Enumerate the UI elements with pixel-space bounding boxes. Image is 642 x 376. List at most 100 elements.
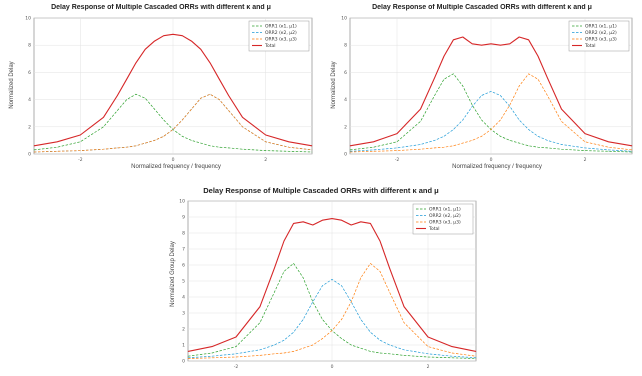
data-point <box>293 223 294 224</box>
data-point <box>518 119 520 121</box>
data-point <box>311 151 313 153</box>
data-point <box>561 148 562 150</box>
data-point <box>242 117 243 118</box>
data-point <box>182 119 183 121</box>
data-point <box>370 263 371 264</box>
data-point <box>56 141 58 143</box>
data-point <box>33 149 35 151</box>
data-point <box>537 146 539 148</box>
data-point <box>311 145 313 147</box>
data-point <box>389 267 390 269</box>
x-tick-label: -2 <box>395 157 400 163</box>
legend-label: ORR2 (κ2, μ2) <box>265 30 297 36</box>
data-point <box>187 351 189 352</box>
data-point <box>631 145 633 147</box>
data-point <box>427 346 429 347</box>
data-point <box>490 91 492 92</box>
data-point <box>163 35 164 36</box>
data-point <box>451 352 453 354</box>
data-point <box>475 355 477 357</box>
y-tick-label: 3 <box>182 311 185 317</box>
data-point <box>537 55 539 57</box>
data-point <box>373 149 374 151</box>
data-point <box>191 40 192 42</box>
data-point <box>631 149 633 151</box>
y-tick-label: 4 <box>344 97 347 103</box>
data-point <box>584 141 586 143</box>
legend-label: ORR1 (κ1, μ1) <box>585 24 617 30</box>
data-point <box>509 106 511 107</box>
data-point <box>403 355 405 356</box>
data-point <box>561 108 562 110</box>
data-point <box>302 347 304 349</box>
data-point <box>443 78 445 80</box>
data-point <box>350 301 352 303</box>
legend-label: ORR3 (κ3, μ3) <box>585 37 617 43</box>
data-point <box>451 357 453 359</box>
data-point <box>462 119 464 121</box>
data-point <box>403 322 405 323</box>
x-tick-label: 0 <box>172 157 175 163</box>
data-point <box>144 97 146 99</box>
data-point <box>475 358 477 359</box>
data-point <box>288 151 290 152</box>
data-point <box>453 145 454 147</box>
data-point <box>481 44 482 46</box>
data-point <box>235 346 237 347</box>
data-point <box>584 150 586 151</box>
data-point <box>211 355 213 357</box>
chart-plot-1: -2 0 2 0 2 4 6 8 10 ORR1 (κ1, μ1)ORR2 (κ2, μ2)ORR… <box>25 16 313 163</box>
data-point <box>187 358 189 359</box>
y-tick-label: 8 <box>344 43 347 49</box>
data-point <box>265 150 266 151</box>
data-point <box>528 39 529 41</box>
data-point <box>528 145 529 147</box>
chart-plot-2: -2 0 2 0 2 4 6 8 10 ORR1 (κ1, μ1)ORR2 (κ2, μ2)ORR… <box>341 16 633 163</box>
data-point <box>211 352 213 354</box>
data-point <box>500 136 501 137</box>
data-point <box>462 36 464 38</box>
data-point <box>379 240 381 242</box>
y-tick-label: 0 <box>28 152 31 158</box>
data-point <box>187 355 189 357</box>
data-point <box>154 140 155 141</box>
data-point <box>259 349 261 351</box>
data-point <box>396 150 398 151</box>
data-point <box>219 146 220 148</box>
y-tick-label: 8 <box>28 43 31 49</box>
data-point <box>481 119 482 121</box>
data-point <box>608 141 609 143</box>
data-point <box>331 330 333 331</box>
data-point <box>331 218 333 219</box>
x-tick-label: 2 <box>584 157 587 163</box>
data-point <box>341 219 342 221</box>
x-tick-label: 0 <box>331 364 334 370</box>
data-point <box>274 291 275 293</box>
data-point <box>396 147 398 149</box>
data-point <box>228 95 229 96</box>
data-point <box>420 144 421 145</box>
legend-label: Total <box>584 43 596 49</box>
data-point <box>200 49 202 50</box>
data-point <box>135 145 137 147</box>
data-point <box>584 147 586 149</box>
chart-title: Delay Response of Multiple Cascaded ORRs… <box>51 4 271 11</box>
data-point <box>311 149 313 151</box>
data-point <box>242 126 243 128</box>
data-point <box>283 352 285 354</box>
data-point <box>379 339 381 341</box>
data-point <box>274 344 275 346</box>
data-point <box>283 339 285 341</box>
data-point <box>200 142 202 144</box>
data-point <box>331 279 333 280</box>
data-point <box>434 95 435 96</box>
data-point <box>163 136 164 137</box>
data-point <box>341 338 342 339</box>
data-point <box>33 145 35 147</box>
data-point <box>56 151 58 152</box>
x-tick-label: 0 <box>490 157 493 163</box>
data-point <box>451 346 453 347</box>
data-point <box>453 129 454 130</box>
data-point <box>608 151 609 152</box>
y-tick-label: 4 <box>182 295 185 301</box>
